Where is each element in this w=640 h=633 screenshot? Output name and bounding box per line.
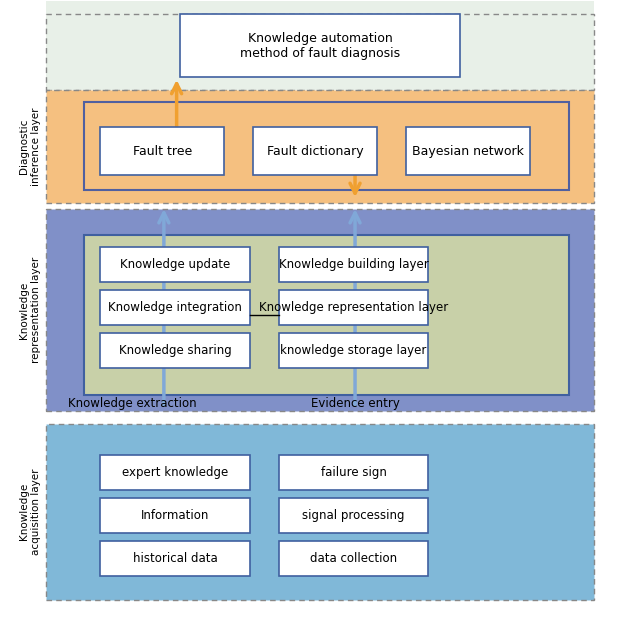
FancyBboxPatch shape (100, 290, 250, 325)
FancyBboxPatch shape (100, 247, 250, 282)
FancyBboxPatch shape (84, 235, 568, 395)
FancyBboxPatch shape (46, 423, 594, 600)
FancyBboxPatch shape (278, 333, 428, 368)
Text: Fault tree: Fault tree (132, 144, 192, 158)
Text: Knowledge sharing: Knowledge sharing (118, 344, 232, 357)
Text: data collection: data collection (310, 552, 397, 565)
FancyBboxPatch shape (278, 247, 428, 282)
Text: historical data: historical data (132, 552, 218, 565)
Text: Fault dictionary: Fault dictionary (267, 144, 364, 158)
FancyBboxPatch shape (278, 498, 428, 532)
FancyBboxPatch shape (253, 127, 378, 175)
Text: knowledge storage layer: knowledge storage layer (280, 344, 427, 357)
FancyBboxPatch shape (100, 541, 250, 575)
FancyBboxPatch shape (406, 127, 531, 175)
Text: Knowledge
representation layer: Knowledge representation layer (19, 257, 41, 363)
FancyBboxPatch shape (100, 333, 250, 368)
Text: expert knowledge: expert knowledge (122, 466, 228, 479)
FancyBboxPatch shape (180, 14, 460, 77)
Text: Knowledge
acquisition layer: Knowledge acquisition layer (19, 468, 41, 555)
Text: Diagnostic
inference layer: Diagnostic inference layer (19, 107, 41, 185)
FancyBboxPatch shape (46, 90, 594, 203)
Text: Bayesian network: Bayesian network (412, 144, 524, 158)
FancyBboxPatch shape (278, 541, 428, 575)
Text: Knowledge building layer: Knowledge building layer (278, 258, 428, 271)
FancyBboxPatch shape (84, 102, 568, 191)
Text: Knowledge integration: Knowledge integration (108, 301, 242, 314)
FancyBboxPatch shape (46, 0, 594, 90)
FancyBboxPatch shape (278, 455, 428, 490)
FancyBboxPatch shape (46, 210, 594, 411)
Text: Information: Information (141, 509, 209, 522)
Text: Evidence entry: Evidence entry (310, 397, 399, 410)
FancyBboxPatch shape (278, 290, 428, 325)
Text: Knowledge representation layer: Knowledge representation layer (259, 301, 448, 314)
Text: failure sign: failure sign (321, 466, 387, 479)
Text: Knowledge automation
method of fault diagnosis: Knowledge automation method of fault dia… (240, 32, 400, 60)
Text: Knowledge update: Knowledge update (120, 258, 230, 271)
Text: signal processing: signal processing (302, 509, 404, 522)
FancyBboxPatch shape (100, 127, 225, 175)
FancyBboxPatch shape (46, 14, 594, 90)
FancyBboxPatch shape (100, 455, 250, 490)
Text: Knowledge extraction: Knowledge extraction (68, 397, 196, 410)
FancyBboxPatch shape (100, 498, 250, 532)
